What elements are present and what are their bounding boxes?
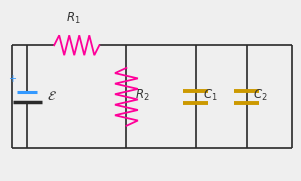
Text: $R_1$: $R_1$ (67, 10, 81, 26)
Text: $+$: $+$ (8, 73, 17, 84)
Text: $C_2$: $C_2$ (253, 87, 268, 103)
Text: $R_2$: $R_2$ (135, 87, 150, 103)
Text: $\mathcal{E}$: $\mathcal{E}$ (47, 90, 57, 103)
Text: $C_1$: $C_1$ (203, 87, 218, 103)
